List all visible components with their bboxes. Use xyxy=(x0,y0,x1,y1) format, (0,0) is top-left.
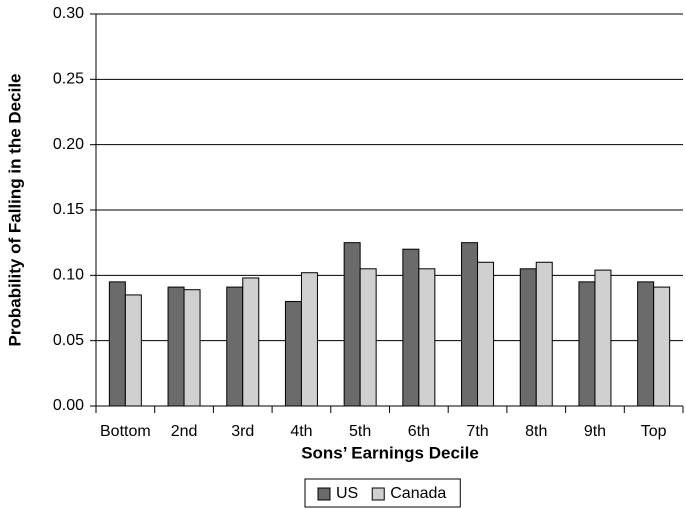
x-tick-label: 3rd xyxy=(231,423,254,440)
bar xyxy=(284,300,302,407)
bar xyxy=(519,268,537,407)
bar xyxy=(359,268,377,407)
bar xyxy=(477,261,495,407)
bar xyxy=(578,281,596,407)
y-tick-label: 0.20 xyxy=(53,136,84,153)
x-tick-label: Top xyxy=(641,423,667,440)
bar xyxy=(461,242,479,407)
y-tick-label: 0.25 xyxy=(53,71,84,88)
bar xyxy=(637,281,655,407)
x-tick-label: 6th xyxy=(408,423,430,440)
legend-swatch xyxy=(371,487,385,501)
y-tick-label: 0.10 xyxy=(53,267,84,284)
x-tick-label: Bottom xyxy=(100,423,151,440)
bar xyxy=(535,261,553,407)
y-tick-label: 0.30 xyxy=(53,5,84,22)
x-tick-label: 5th xyxy=(349,423,371,440)
x-tick-label: 9th xyxy=(584,423,606,440)
legend-swatch xyxy=(317,487,331,501)
bar xyxy=(242,277,260,407)
bar xyxy=(124,294,142,407)
bar xyxy=(653,286,671,407)
bar xyxy=(418,268,436,407)
bar xyxy=(167,286,185,407)
legend-label: US xyxy=(336,485,358,502)
x-tick-label: 2nd xyxy=(171,423,198,440)
y-tick-label: 0.05 xyxy=(53,332,84,349)
x-tick-label: 4th xyxy=(290,423,312,440)
x-tick-label: 8th xyxy=(525,423,547,440)
bar xyxy=(108,281,126,407)
legend-label: Canada xyxy=(390,485,446,502)
bar xyxy=(183,289,201,407)
y-tick-label: 0.00 xyxy=(53,397,84,414)
bar xyxy=(402,248,420,407)
bar xyxy=(343,242,361,407)
x-axis-title: Sons’ Earnings Decile xyxy=(301,443,479,462)
x-tick-label: 7th xyxy=(466,423,488,440)
y-axis-title: Probability of Falling in the Decile xyxy=(5,74,24,347)
bar xyxy=(594,269,612,407)
bar xyxy=(300,272,318,407)
bar xyxy=(226,286,244,407)
y-tick-label: 0.15 xyxy=(53,201,84,218)
